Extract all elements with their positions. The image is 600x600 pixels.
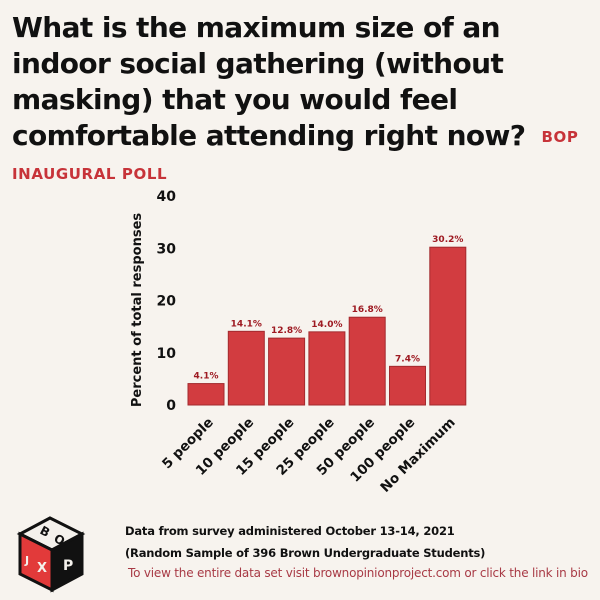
data-label: 14.1% <box>231 319 262 329</box>
chart-title: What is the maximum size of an indoor so… <box>12 11 579 183</box>
bar <box>429 246 467 406</box>
data-label: 7.4% <box>395 354 420 364</box>
bar <box>227 330 265 406</box>
footnote-sample: (Random Sample of 396 Brown Undergraduat… <box>125 546 486 560</box>
data-set-link[interactable]: To view the entire data set visit browno… <box>128 566 588 580</box>
svg-text:J: J <box>24 554 29 567</box>
y-axis: 0 10 20 30 40 <box>157 189 177 414</box>
bar <box>389 365 426 406</box>
footnote-date: Data from survey administered October 13… <box>125 524 455 538</box>
bar <box>187 383 225 406</box>
bar <box>308 331 346 406</box>
bar <box>348 316 386 406</box>
bar <box>268 337 306 406</box>
bars: 4.1% 14.1% 12.8% 14.0% 16.8% 7.4% 30.2% <box>187 235 467 406</box>
y-tick-label: 10 <box>157 346 177 362</box>
bop-logo: B O P X J <box>16 516 86 593</box>
y-tick-label: 20 <box>157 294 177 310</box>
data-label: 12.8% <box>271 326 302 336</box>
data-label: 16.8% <box>352 305 383 315</box>
svg-text:X: X <box>37 561 47 576</box>
y-tick-label: 0 <box>166 398 176 414</box>
data-label: 4.1% <box>194 372 219 382</box>
y-axis-label: Percent of total responses <box>130 213 145 408</box>
chart-subtitle: BOP INAUGURAL POLL <box>12 128 579 183</box>
data-label: 30.2% <box>432 235 463 245</box>
x-tick-label: No Maximum <box>377 415 458 496</box>
y-tick-label: 40 <box>157 189 177 205</box>
data-label: 14.0% <box>311 320 342 330</box>
y-tick-label: 30 <box>157 241 177 257</box>
svg-text:P: P <box>63 558 73 574</box>
